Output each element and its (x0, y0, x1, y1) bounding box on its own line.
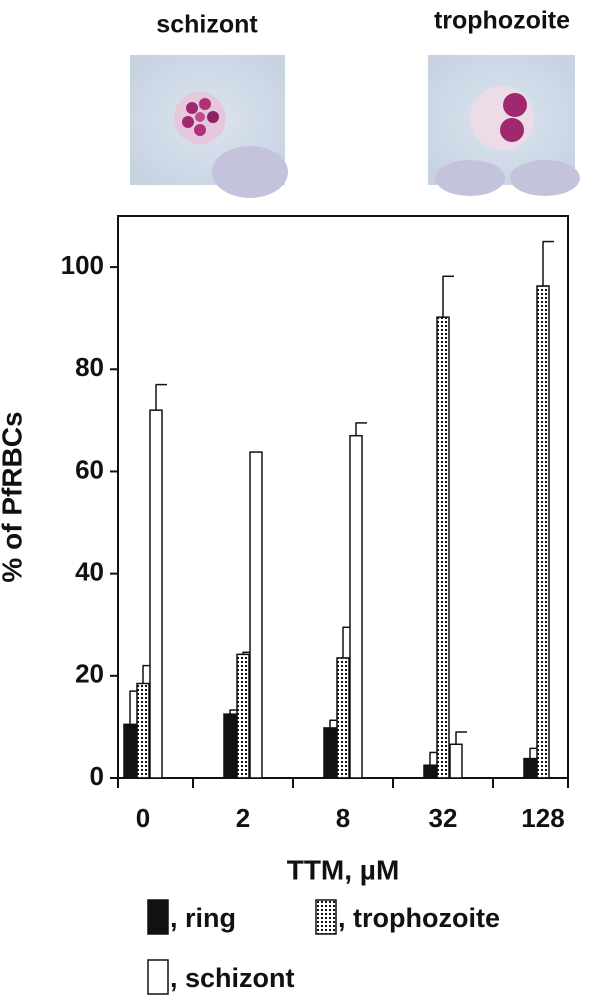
legend-swatch (147, 959, 169, 995)
bar (223, 713, 237, 779)
y-tick-label: 100 (61, 250, 104, 280)
y-tick-label: 60 (75, 454, 104, 484)
legend-swatch (147, 899, 169, 935)
bar (436, 316, 450, 779)
legend-swatch (315, 899, 337, 935)
bar (323, 727, 337, 779)
x-tick-label: 32 (429, 803, 458, 833)
x-axis-label: TTM, µM (287, 854, 400, 885)
y-tick-label: 0 (90, 761, 104, 791)
y-tick-label: 40 (75, 557, 104, 587)
bar (123, 723, 137, 779)
bar (423, 764, 437, 779)
image-label: schizont (156, 11, 258, 39)
x-tick-label: 8 (336, 803, 350, 833)
x-tick-label: 128 (521, 803, 564, 833)
image-label: trophozoite (434, 7, 570, 35)
bar (336, 657, 350, 779)
legend-label: , ring (170, 903, 236, 933)
bar (349, 434, 363, 779)
bar (236, 653, 250, 779)
y-tick-label: 80 (75, 352, 104, 382)
legend-label: , trophozoite (338, 903, 500, 933)
micrograph-trophozoite (428, 55, 580, 196)
bar (149, 409, 163, 779)
legend-label: , schizont (170, 963, 295, 993)
bar (449, 743, 463, 779)
y-tick-label: 20 (75, 659, 104, 689)
bar (536, 285, 550, 779)
x-tick-label: 0 (136, 803, 150, 833)
bar (249, 451, 263, 779)
bar (136, 682, 150, 779)
bar (523, 757, 537, 779)
micrograph-schizont (130, 55, 288, 198)
x-tick-label: 2 (236, 803, 250, 833)
y-axis-label: % of PfRBCs (0, 411, 27, 582)
